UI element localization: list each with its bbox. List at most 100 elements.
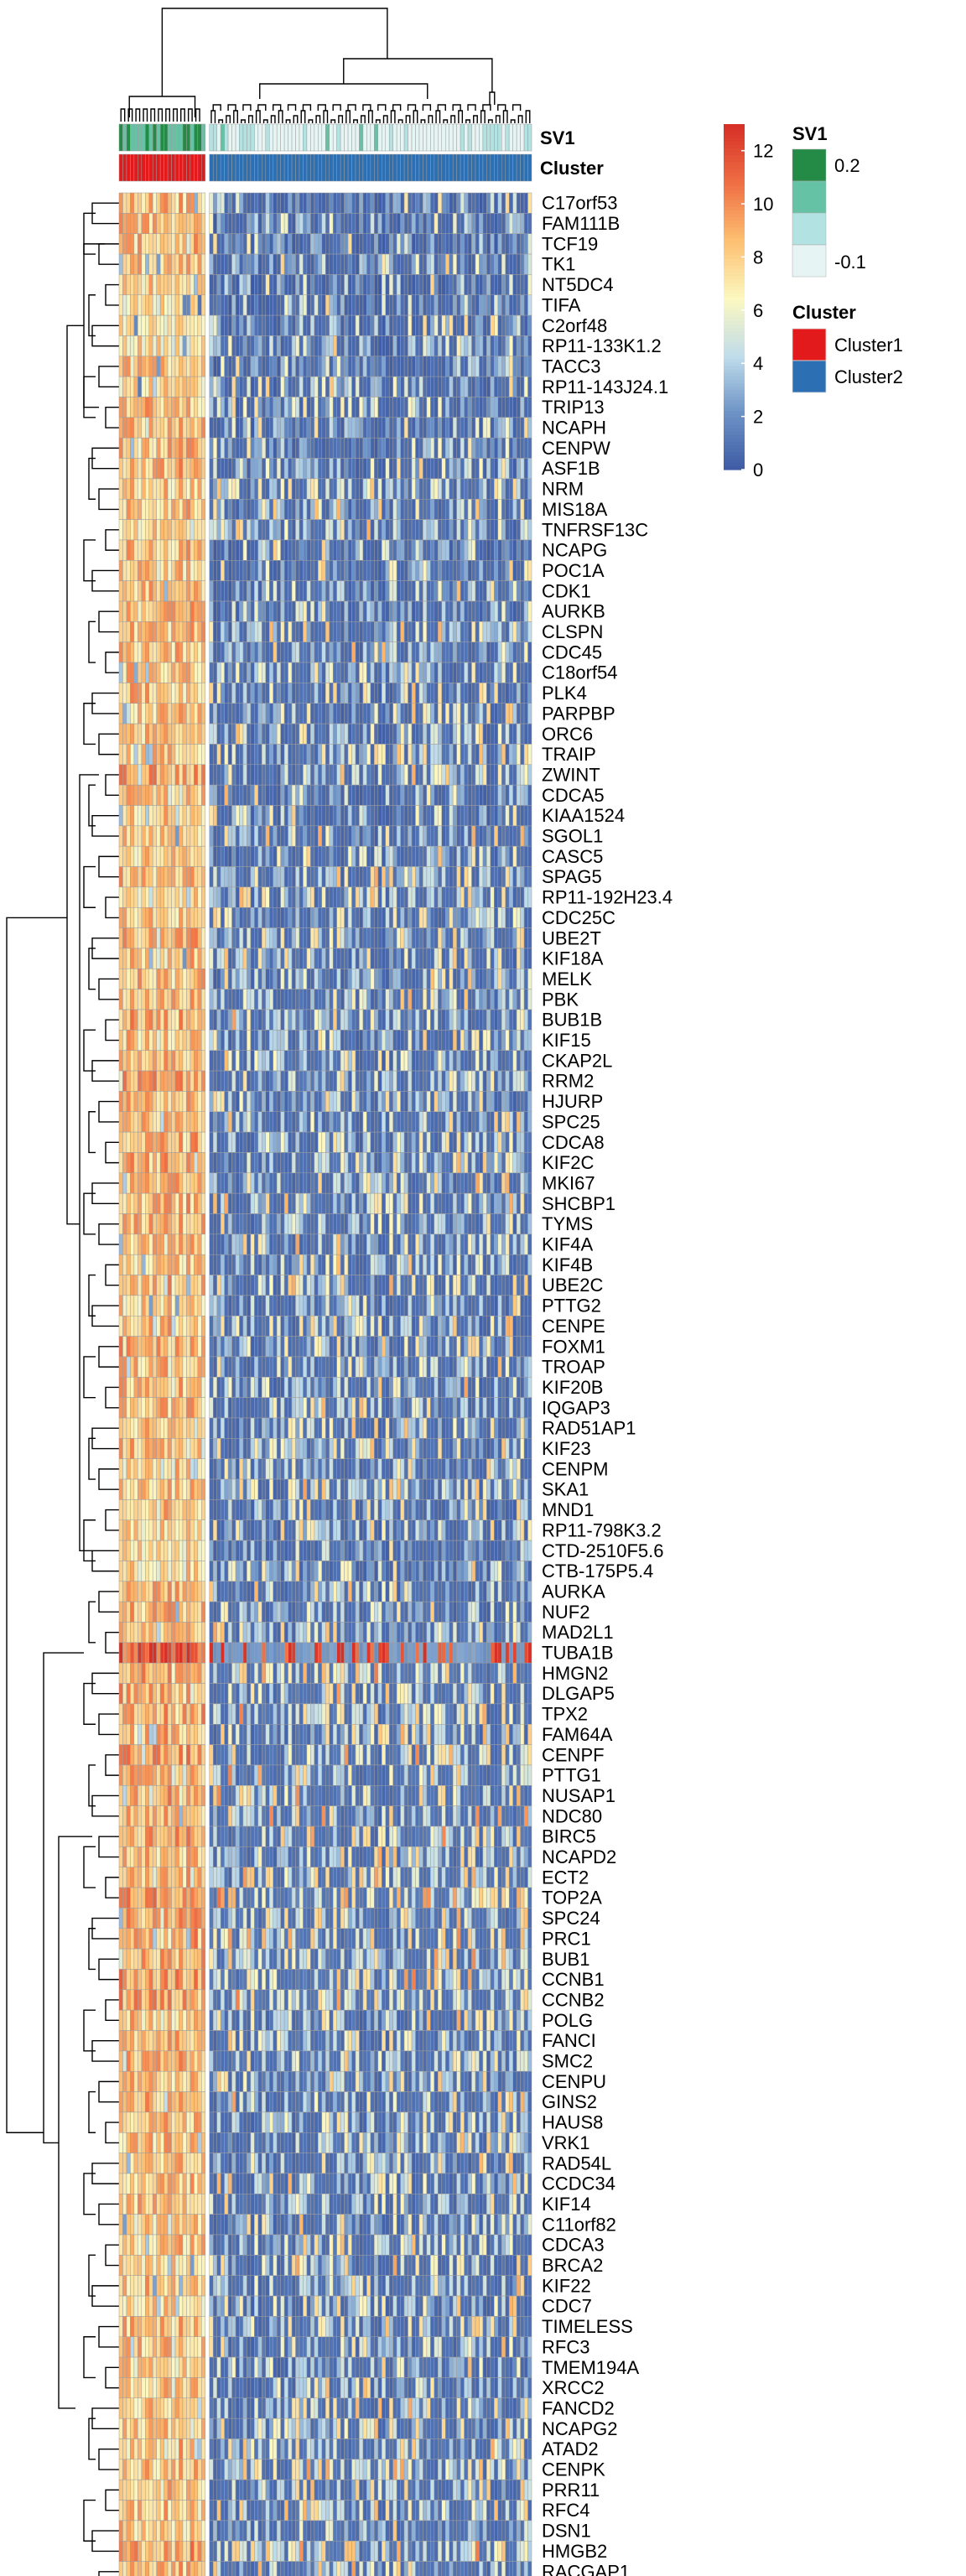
heatmap-cell — [209, 437, 214, 459]
sv1-annotation-cell — [220, 123, 225, 152]
heatmap-cell — [501, 458, 506, 480]
heatmap-cell — [426, 437, 431, 459]
heatmap-cell — [179, 784, 184, 806]
heatmap-cell — [133, 478, 138, 500]
heatmap-cell — [516, 233, 521, 255]
heatmap-cell — [449, 927, 454, 949]
heatmap-cell — [299, 969, 304, 989]
heatmap-cell — [224, 335, 229, 357]
cluster-annotation-cell — [182, 153, 187, 182]
heatmap-cell — [336, 417, 341, 439]
heatmap-cell — [321, 744, 326, 766]
heatmap-cell — [216, 866, 221, 888]
heatmap-cell — [444, 907, 449, 928]
heatmap-cell — [400, 294, 405, 316]
heatmap-cell — [336, 662, 341, 683]
heatmap-cell — [403, 703, 408, 724]
heatmap-cell — [423, 356, 428, 377]
cluster-annotation-cell — [280, 153, 285, 182]
heatmap-cell — [362, 560, 367, 581]
heatmap-cell — [340, 539, 345, 561]
heatmap-cell — [374, 805, 379, 827]
heatmap-cell — [122, 356, 127, 377]
heatmap-cell — [190, 641, 195, 663]
heatmap-cell — [247, 662, 252, 683]
heatmap-cell — [494, 948, 499, 969]
heatmap-cell — [306, 499, 311, 520]
heatmap-cell — [250, 907, 255, 928]
heatmap-cell — [254, 519, 259, 541]
heatmap-cell — [276, 641, 281, 663]
heatmap-cell — [306, 458, 311, 480]
heatmap-cell — [486, 519, 491, 541]
heatmap-cell — [231, 233, 236, 255]
heatmap-cell — [456, 683, 461, 704]
heatmap-cell — [133, 866, 138, 888]
heatmap-cell — [355, 560, 360, 581]
heatmap-cell — [145, 580, 149, 602]
heatmap-cell — [460, 641, 465, 663]
heatmap-cell — [257, 437, 262, 459]
heatmap-cell — [209, 294, 214, 316]
heatmap-cell — [497, 294, 502, 316]
heatmap-cell — [239, 192, 244, 214]
heatmap-cell — [280, 478, 285, 500]
dendrogram-branch — [375, 119, 381, 123]
cluster-annotation-cell — [434, 153, 439, 182]
heatmap-cell — [133, 989, 138, 1010]
heatmap-cell — [332, 723, 337, 745]
heatmap-cell — [430, 499, 435, 520]
heatmap-cell — [523, 662, 528, 683]
dendrogram-branch — [105, 1264, 119, 1286]
heatmap-cell — [194, 560, 199, 581]
heatmap-cell — [167, 274, 172, 295]
heatmap-cell — [408, 886, 413, 908]
heatmap-cell — [216, 825, 221, 847]
dendrogram-branch — [91, 1427, 119, 1450]
heatmap-cell — [449, 948, 454, 969]
heatmap-cell — [262, 703, 267, 724]
heatmap-cell — [280, 397, 285, 418]
heatmap-cell — [303, 1030, 308, 1051]
heatmap-cell — [174, 417, 179, 439]
heatmap-cell — [201, 948, 206, 969]
heatmap-cell — [385, 723, 390, 745]
heatmap-cell — [283, 356, 288, 377]
dendrogram-branch — [165, 108, 171, 122]
heatmap-cell — [512, 969, 517, 989]
heatmap-cell — [254, 233, 259, 255]
heatmap-cell — [209, 641, 214, 663]
heatmap-cell — [209, 744, 214, 766]
heatmap-cell — [310, 886, 315, 908]
heatmap-cell — [216, 948, 221, 969]
heatmap-cell — [508, 478, 513, 500]
sv1-annotation-cell — [174, 123, 179, 152]
heatmap-cell — [332, 499, 337, 520]
heatmap-cell — [336, 969, 341, 989]
heatmap-cell — [482, 866, 487, 888]
heatmap-cell — [138, 845, 143, 867]
heatmap-cell — [295, 274, 300, 295]
heatmap-cell — [467, 662, 472, 683]
heatmap-cell — [403, 580, 408, 602]
heatmap-cell — [418, 703, 423, 724]
heatmap-cell — [418, 397, 423, 418]
heatmap-cell — [130, 519, 135, 541]
heatmap-cell — [479, 376, 484, 397]
heatmap-cell — [403, 437, 408, 459]
heatmap-cell — [262, 560, 267, 581]
heatmap-cell — [303, 744, 308, 766]
heatmap-cell — [201, 519, 206, 541]
heatmap-cell — [247, 519, 252, 541]
heatmap-cell — [486, 1009, 491, 1031]
heatmap-cell — [430, 1009, 435, 1031]
heatmap-cell — [291, 437, 296, 459]
heatmap-cell — [486, 641, 491, 663]
heatmap-cell — [182, 499, 187, 520]
heatmap-cell — [418, 784, 423, 806]
heatmap-cell — [418, 1009, 423, 1031]
heatmap-cell — [164, 294, 169, 316]
heatmap-cell — [408, 376, 413, 397]
heatmap-cell — [377, 274, 382, 295]
heatmap-cell — [186, 458, 191, 480]
